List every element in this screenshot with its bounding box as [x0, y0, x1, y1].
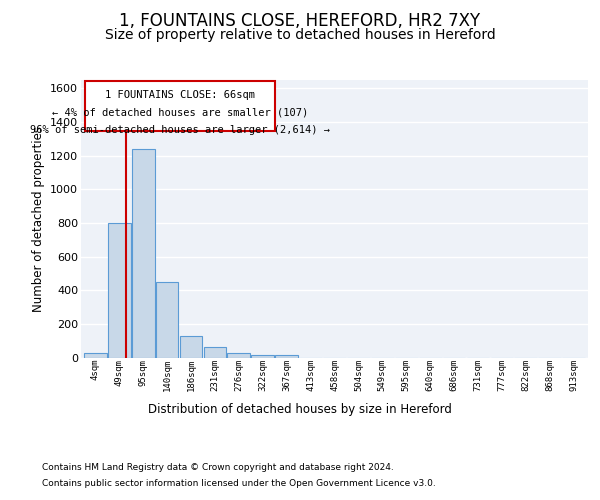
Text: Distribution of detached houses by size in Hereford: Distribution of detached houses by size …: [148, 402, 452, 415]
Bar: [84, 354, 107, 358]
Text: Contains public sector information licensed under the Open Government Licence v3: Contains public sector information licen…: [42, 479, 436, 488]
Bar: [179, 336, 202, 357]
Y-axis label: Number of detached properties: Number of detached properties: [32, 126, 44, 312]
Text: ← 4% of detached houses are smaller (107): ← 4% of detached houses are smaller (107…: [52, 108, 308, 118]
Bar: [203, 346, 226, 358]
Bar: [132, 149, 155, 358]
Text: Contains HM Land Registry data © Crown copyright and database right 2024.: Contains HM Land Registry data © Crown c…: [42, 462, 394, 471]
Bar: [156, 282, 178, 358]
Text: 1 FOUNTAINS CLOSE: 66sqm: 1 FOUNTAINS CLOSE: 66sqm: [104, 90, 254, 100]
Text: Size of property relative to detached houses in Hereford: Size of property relative to detached ho…: [104, 28, 496, 42]
Bar: [108, 223, 131, 358]
Bar: [251, 355, 274, 358]
Text: 1, FOUNTAINS CLOSE, HEREFORD, HR2 7XY: 1, FOUNTAINS CLOSE, HEREFORD, HR2 7XY: [119, 12, 481, 30]
Bar: [227, 354, 250, 358]
FancyBboxPatch shape: [85, 81, 275, 132]
Bar: [275, 355, 298, 358]
Text: 96% of semi-detached houses are larger (2,614) →: 96% of semi-detached houses are larger (…: [29, 126, 329, 136]
